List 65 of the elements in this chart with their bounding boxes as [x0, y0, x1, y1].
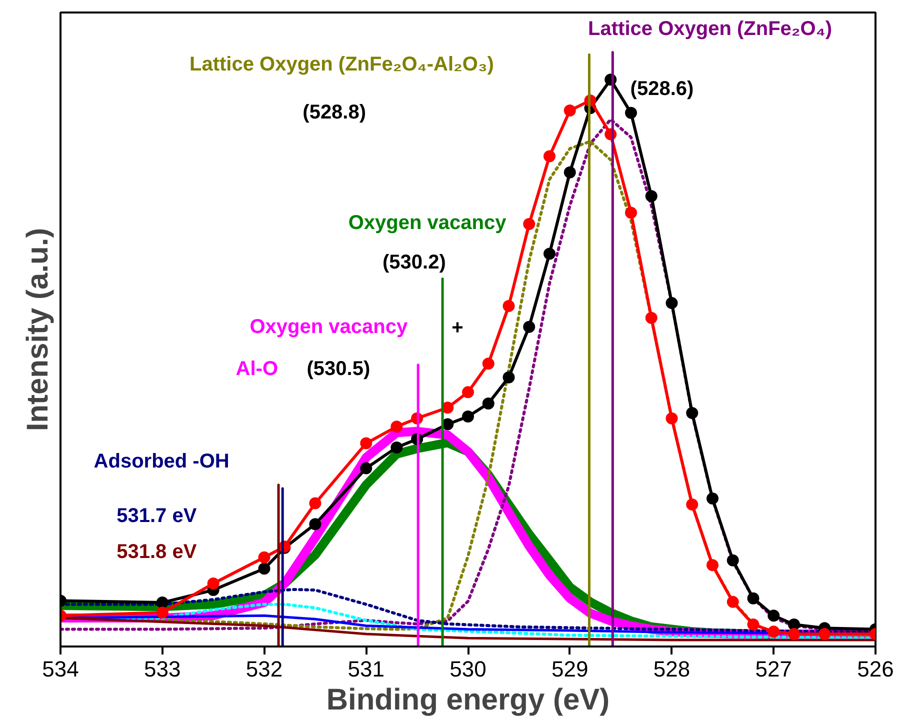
annotation: Oxygen vacancy [250, 316, 408, 338]
x-tick-label: 533 [144, 656, 181, 682]
point [309, 497, 322, 510]
annotation: + [452, 316, 464, 339]
point [360, 462, 372, 474]
point [523, 320, 536, 333]
point [544, 150, 556, 162]
x-axis-title: Binding energy (eV) [326, 684, 610, 716]
x-tick-label: 527 [755, 656, 792, 682]
x-tick-label: 526 [857, 656, 894, 682]
point [686, 498, 698, 510]
point [390, 441, 403, 454]
point [502, 300, 515, 312]
point [258, 562, 270, 575]
point [207, 578, 220, 590]
point [726, 554, 739, 566]
annotation: 531.7 eV [116, 504, 198, 527]
annotation: Oxygen vacancy [348, 212, 508, 234]
point [747, 592, 760, 604]
point [309, 518, 322, 530]
point [666, 297, 678, 310]
point [502, 371, 515, 384]
point [666, 412, 678, 424]
point [462, 386, 474, 398]
point [788, 628, 800, 640]
point [360, 437, 372, 450]
point [564, 166, 576, 178]
point [482, 397, 494, 410]
point [156, 606, 168, 619]
point [258, 551, 270, 564]
point [818, 628, 831, 640]
annotation: (528.6) [630, 78, 694, 100]
text: Lattice Oxygen (ZnFe₂O₄) [588, 18, 832, 40]
point [686, 406, 698, 419]
x-tick-label: 531 [348, 656, 384, 682]
point [645, 190, 658, 202]
point [706, 559, 718, 572]
annotation: 531.8 eV [116, 541, 198, 564]
annotation: (530.2) [382, 251, 446, 274]
point [645, 312, 658, 324]
point [390, 420, 403, 433]
x-tick-label: 534 [42, 656, 79, 682]
point [768, 610, 780, 622]
point [564, 104, 576, 117]
x-tick-label: 528 [653, 656, 690, 682]
annotation: Lattice Oxygen (ZnFe₂O₄-Al₂O₃) [189, 53, 494, 76]
point [544, 248, 556, 260]
annotation: Adsorbed -OH [94, 450, 230, 472]
point [482, 358, 494, 370]
point [768, 626, 780, 638]
annotation: Al-O [236, 358, 278, 380]
point [625, 106, 637, 119]
x-tick-label: 529 [552, 656, 588, 682]
point [726, 596, 739, 608]
point [523, 218, 536, 230]
point [706, 492, 718, 505]
x-tick-label: 532 [246, 656, 283, 682]
annotation: (528.8) [302, 102, 366, 124]
point [462, 410, 474, 423]
point [625, 206, 637, 219]
x-tick-label: 530 [450, 656, 486, 682]
point [747, 618, 760, 631]
annotation: (530.5) [306, 358, 370, 380]
y-axis-title: Intensity (a.u.) [22, 228, 54, 432]
point [156, 596, 168, 609]
